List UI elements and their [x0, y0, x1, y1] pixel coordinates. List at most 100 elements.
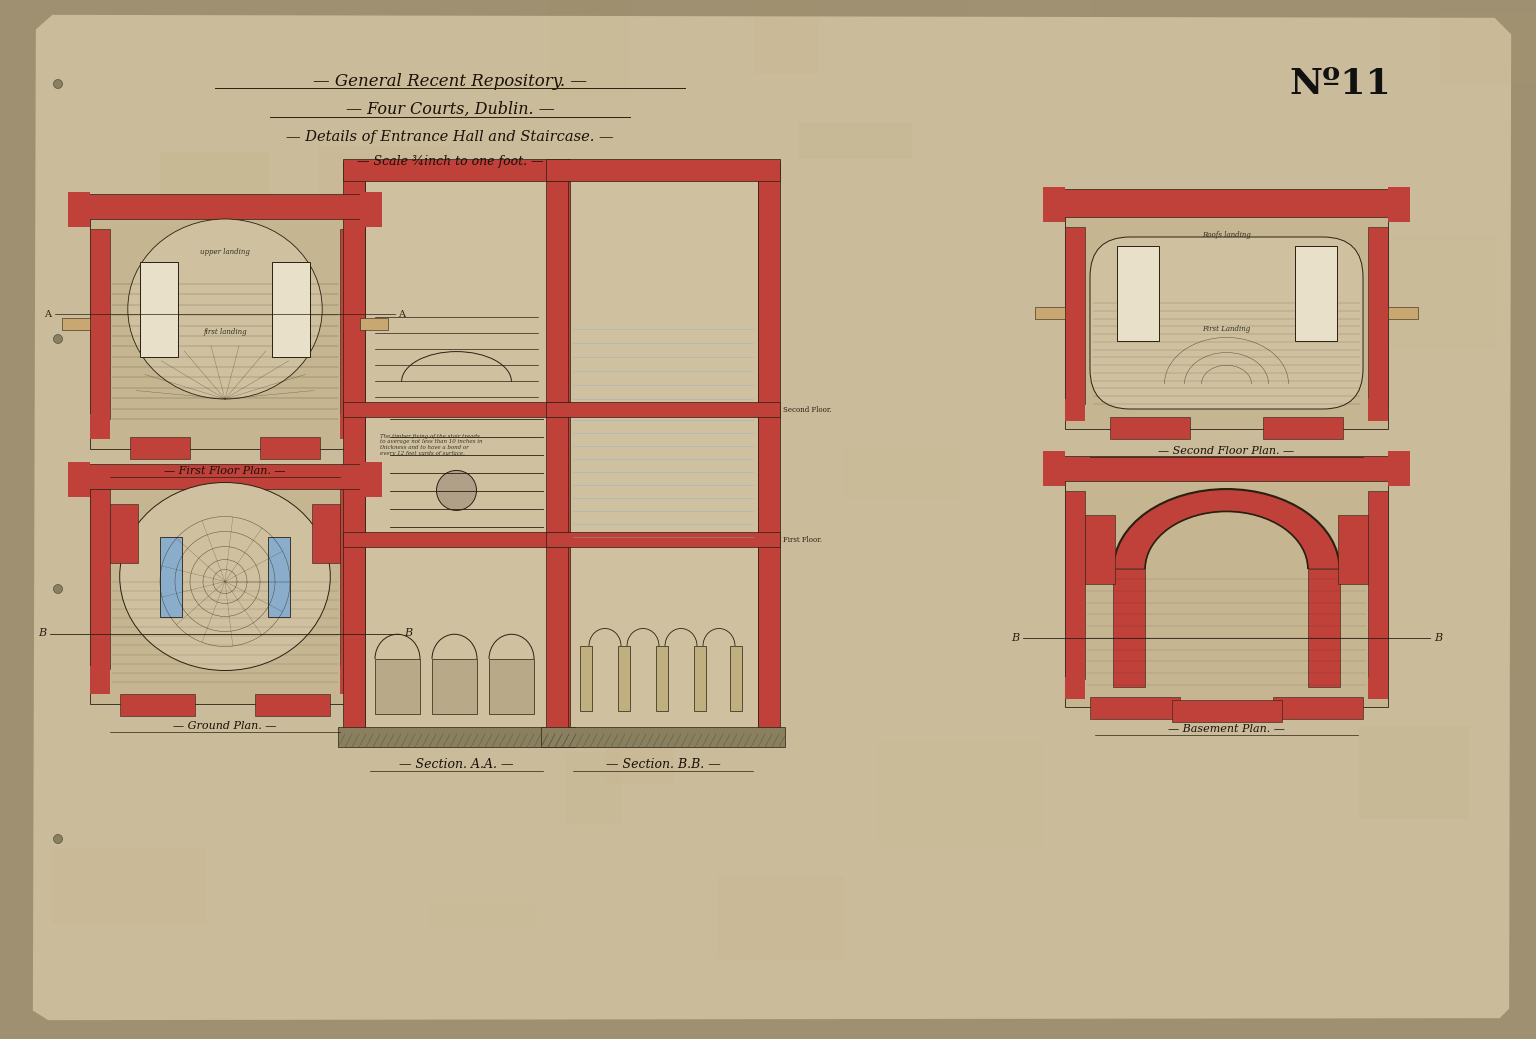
Text: — Four Courts, Dublin. —: — Four Courts, Dublin. —	[346, 101, 554, 117]
Bar	[1064, 677, 1084, 699]
Bar	[81, 464, 369, 489]
Bar	[1369, 677, 1389, 699]
Polygon shape	[318, 146, 450, 214]
Bar	[272, 262, 310, 356]
Bar	[545, 159, 780, 181]
Bar	[343, 161, 366, 729]
Bar	[1043, 187, 1064, 222]
Bar	[1043, 451, 1064, 486]
Bar	[581, 646, 591, 711]
Bar	[91, 414, 111, 439]
Bar	[343, 402, 570, 417]
Bar	[255, 694, 330, 716]
Polygon shape	[32, 14, 1511, 1021]
Bar	[375, 659, 419, 714]
Ellipse shape	[127, 219, 323, 399]
Bar	[359, 462, 382, 497]
Text: — Basement Plan. —: — Basement Plan. —	[1167, 724, 1286, 734]
Text: — First Floor Plan. —: — First Floor Plan. —	[164, 467, 286, 476]
Bar	[260, 437, 319, 459]
Bar	[730, 646, 742, 711]
Text: — General Recent Repository. —: — General Recent Repository. —	[313, 73, 587, 89]
Bar	[548, 161, 570, 729]
Bar	[545, 402, 780, 417]
Text: B: B	[404, 629, 412, 639]
Bar	[545, 532, 780, 548]
Bar	[339, 666, 359, 694]
Bar	[432, 659, 478, 714]
Polygon shape	[244, 574, 378, 688]
Text: upper landing: upper landing	[200, 248, 250, 256]
Ellipse shape	[120, 482, 330, 670]
Polygon shape	[1207, 586, 1258, 639]
Bar	[1263, 417, 1342, 439]
Polygon shape	[605, 721, 674, 784]
Bar	[1307, 569, 1339, 687]
Bar	[343, 159, 570, 181]
Text: B: B	[1435, 633, 1442, 643]
Bar	[1064, 197, 1389, 429]
Bar	[1064, 227, 1084, 404]
Bar	[1114, 569, 1146, 687]
Bar	[1035, 307, 1064, 319]
Text: First Floor.: First Floor.	[783, 536, 822, 544]
Polygon shape	[52, 848, 206, 923]
Polygon shape	[1359, 726, 1470, 820]
Bar	[1064, 399, 1084, 421]
Bar	[312, 504, 339, 563]
Text: B: B	[38, 629, 46, 639]
Bar	[359, 192, 382, 227]
Bar	[1064, 491, 1084, 680]
Polygon shape	[1114, 489, 1339, 569]
Bar	[68, 462, 91, 497]
Text: A: A	[45, 310, 52, 319]
Bar	[1389, 451, 1410, 486]
Bar	[338, 727, 574, 747]
Circle shape	[54, 80, 63, 88]
Text: — Section. A.A. —: — Section. A.A. —	[399, 757, 513, 771]
Circle shape	[436, 471, 476, 510]
Bar	[1117, 245, 1158, 341]
Bar	[1057, 456, 1396, 481]
Text: B: B	[1011, 633, 1018, 643]
Text: Second Floor.: Second Floor.	[783, 405, 833, 414]
Text: Nº11: Nº11	[1289, 66, 1392, 101]
Bar	[81, 194, 369, 219]
Bar	[694, 646, 707, 711]
Bar	[1369, 227, 1389, 404]
Bar	[1057, 189, 1396, 217]
Bar	[1091, 697, 1180, 719]
Circle shape	[54, 335, 63, 344]
Bar	[545, 161, 568, 729]
Text: Roofs landing: Roofs landing	[1203, 231, 1250, 239]
Bar	[617, 646, 630, 711]
Text: — Details of Entrance Hall and Staircase. —: — Details of Entrance Hall and Staircase…	[286, 130, 614, 144]
Text: The timber fixing of the stair treads
to average not less than 10 inches in
thic: The timber fixing of the stair treads to…	[379, 433, 482, 456]
Bar	[61, 318, 91, 330]
Bar	[1172, 700, 1281, 722]
Text: — Section. B.B. —: — Section. B.B. —	[605, 757, 720, 771]
Bar	[343, 532, 570, 548]
Bar	[1273, 697, 1362, 719]
Polygon shape	[565, 752, 621, 824]
Bar	[541, 727, 785, 747]
Circle shape	[54, 585, 63, 593]
Bar	[1389, 187, 1410, 222]
Bar	[68, 192, 91, 227]
Bar	[1084, 515, 1115, 584]
Bar	[131, 437, 190, 459]
Text: — Ground Plan. —: — Ground Plan. —	[174, 721, 276, 731]
Bar	[91, 489, 111, 669]
Bar	[267, 536, 290, 616]
Text: First Landing: First Landing	[1203, 325, 1250, 334]
Polygon shape	[799, 124, 912, 159]
Bar	[91, 229, 111, 419]
Bar	[160, 536, 181, 616]
Bar	[1064, 461, 1389, 707]
Text: A: A	[398, 310, 406, 319]
Polygon shape	[160, 152, 270, 246]
Text: — Scale ¾inch to one foot. —: — Scale ¾inch to one foot. —	[356, 155, 544, 167]
Text: — Second Floor Plan. —: — Second Floor Plan. —	[1158, 446, 1295, 456]
Polygon shape	[1439, 14, 1536, 83]
Bar	[1338, 515, 1369, 584]
